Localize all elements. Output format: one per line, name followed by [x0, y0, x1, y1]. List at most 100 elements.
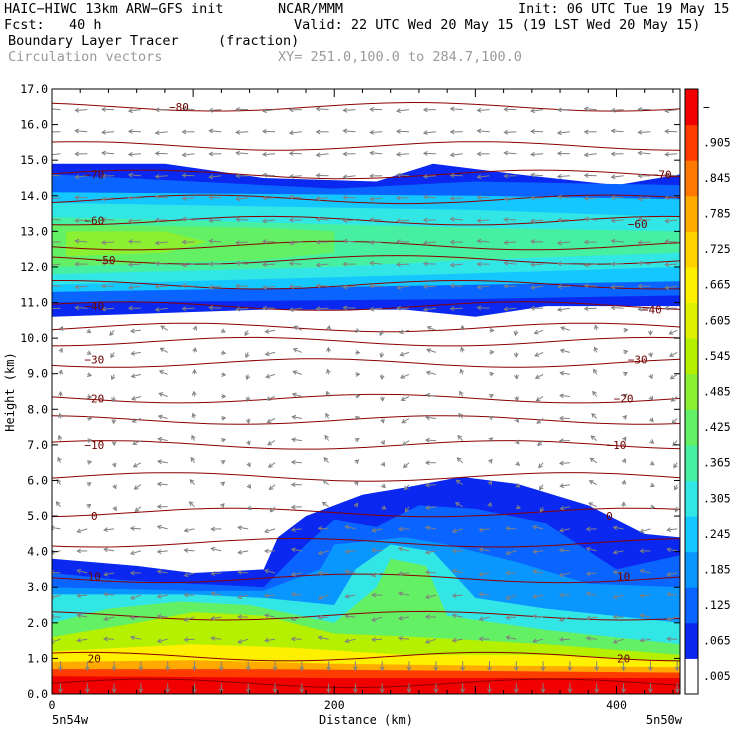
contour-label: −10 [607, 439, 627, 452]
circulation-vector [184, 528, 195, 532]
circulation-vector-head [639, 528, 645, 534]
circulation-vector [638, 152, 651, 155]
colorbar-swatch [685, 480, 698, 517]
circulation-vector [102, 241, 115, 244]
circulation-vector [157, 570, 168, 574]
circulation-vector-head [181, 216, 187, 222]
circulation-vector-head [476, 305, 482, 311]
circulation-vector [399, 329, 410, 334]
circulation-vector-head [459, 346, 465, 352]
circulation-vector [157, 460, 168, 464]
circulation-vector-head [534, 374, 540, 379]
circulation-vector [103, 616, 115, 621]
circulation-vector-head [398, 546, 404, 552]
circulation-vector-head [515, 461, 521, 466]
circulation-vector-head [235, 173, 240, 179]
circulation-vector-head [315, 152, 321, 158]
circulation-vector [665, 109, 678, 112]
circulation-vector [370, 197, 383, 200]
circulation-vector-head [156, 524, 162, 530]
circulation-vector-head [315, 216, 321, 222]
circulation-vector-head [399, 351, 405, 357]
circulation-vector-head [157, 414, 163, 420]
circulation-vector-head [317, 550, 323, 556]
contour-label: −60 [628, 218, 648, 231]
circulation-vector-head [639, 613, 645, 619]
circulation-vector-head [424, 569, 430, 575]
circulation-vector [52, 108, 61, 111]
contour-line [52, 336, 680, 347]
circulation-vector-head [514, 439, 520, 445]
circulation-vector-head [558, 527, 564, 533]
circulation-vector-head [451, 568, 457, 574]
y-tick-label: 7.0 [27, 438, 48, 452]
circulation-vector-head [84, 688, 90, 694]
circulation-vector-head [623, 371, 629, 377]
circulation-vector-head [371, 527, 377, 533]
circulation-vector-head [76, 613, 82, 619]
circulation-vector-head [317, 595, 323, 600]
circulation-vector [291, 548, 302, 552]
circulation-vector-head [424, 614, 430, 620]
circulation-vector-head [156, 504, 162, 510]
circulation-vector-head [355, 371, 361, 377]
circulation-vector-head [342, 218, 348, 223]
circulation-vector-head [58, 369, 64, 375]
colorbar-label: .845 [703, 171, 731, 185]
colorbar-swatch [685, 266, 698, 303]
circulation-vector [155, 196, 168, 199]
circulation-vector-head [272, 688, 278, 694]
circulation-vector [584, 153, 597, 156]
circulation-vector-head [425, 505, 430, 511]
circulation-vector [504, 219, 517, 221]
circulation-vector [262, 109, 276, 112]
circulation-vector [52, 263, 61, 266]
circulation-vector [591, 413, 598, 419]
circulation-vector-head [261, 305, 267, 311]
circulation-vector-head [235, 106, 240, 112]
circulation-vector [131, 396, 142, 400]
circulation-vector-head [664, 262, 670, 267]
circulation-vector-head [556, 261, 562, 267]
circulation-vector [157, 483, 168, 486]
circulation-vector-head [567, 688, 573, 694]
circulation-vector-head [530, 195, 535, 201]
circulation-vector-head [671, 419, 677, 424]
circulation-vector [611, 240, 624, 243]
circulation-vector [211, 637, 222, 640]
circulation-vector [504, 197, 517, 200]
circulation-vector [450, 153, 463, 156]
circulation-vector-head [156, 549, 162, 555]
circulation-vector-head [156, 613, 162, 619]
circulation-vector-head [426, 348, 432, 353]
colorbar-label: .545 [703, 349, 731, 363]
circulation-vector [291, 572, 302, 576]
circulation-vector [396, 153, 410, 156]
circulation-vector-head [610, 174, 616, 180]
circulation-vector-head [235, 240, 241, 245]
x-tick-label: 200 [324, 698, 345, 712]
circulation-vector-head [183, 592, 189, 598]
circulation-vector [238, 638, 249, 643]
circulation-vector [560, 394, 570, 397]
circulation-vector-head [74, 218, 80, 223]
circulation-vector-head [86, 482, 92, 487]
circulation-vector [396, 174, 410, 177]
contour-line [52, 440, 680, 450]
circulation-vector-head [397, 591, 404, 597]
circulation-vector [536, 418, 544, 424]
circulation-vector-head [130, 373, 136, 379]
circulation-vector-head [476, 195, 482, 201]
circulation-vector-head [344, 593, 350, 599]
circulation-vector [370, 241, 383, 244]
circulation-vector-head [402, 441, 407, 446]
circulation-vector-head [221, 438, 227, 443]
circulation-vector [289, 175, 302, 178]
circulation-vector [132, 418, 142, 423]
circulation-vector-head [449, 173, 455, 178]
circulation-vector [398, 616, 410, 620]
circulation-vector [396, 241, 410, 243]
circulation-vector-head [181, 129, 187, 135]
circulation-vector-head [323, 457, 329, 462]
circulation-vector-head [503, 306, 509, 312]
